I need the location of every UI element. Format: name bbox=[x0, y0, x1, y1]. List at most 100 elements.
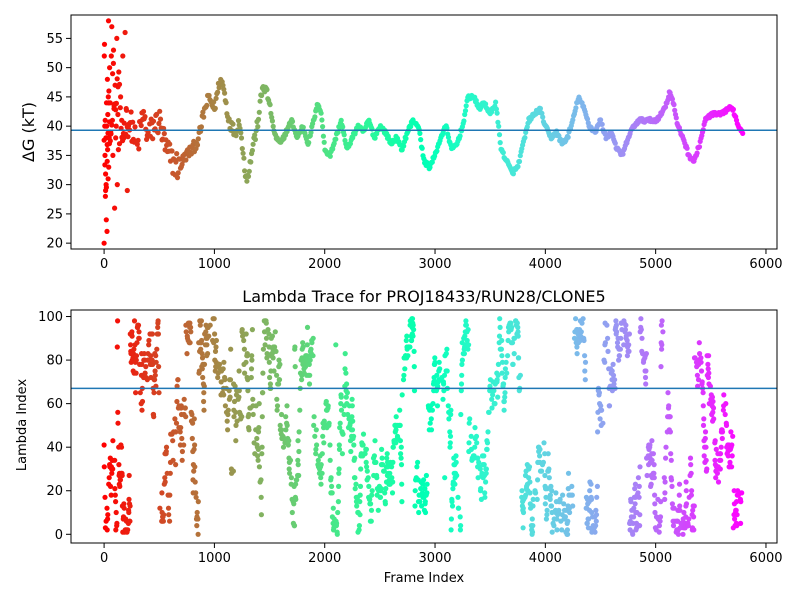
lambda-point bbox=[193, 494, 199, 500]
lambda-point bbox=[440, 396, 446, 402]
delta-g-point bbox=[573, 105, 579, 111]
lambda-point bbox=[609, 368, 615, 374]
lambda-point bbox=[450, 486, 456, 492]
lambda-point bbox=[700, 422, 707, 428]
lambda-point bbox=[114, 520, 120, 527]
delta-g-point bbox=[125, 123, 131, 129]
lambda-point bbox=[318, 481, 324, 487]
lambda-point bbox=[283, 414, 289, 420]
delta-g-point bbox=[239, 146, 245, 152]
lambda-point bbox=[350, 418, 356, 424]
y-tick-label: 45 bbox=[46, 90, 63, 105]
lambda-point bbox=[548, 503, 555, 509]
delta-g-point bbox=[155, 130, 161, 136]
delta-g-point bbox=[103, 100, 110, 106]
lambda-point bbox=[455, 494, 461, 500]
lambda-point bbox=[152, 368, 158, 374]
delta-g-point bbox=[694, 150, 700, 156]
lambda-point bbox=[288, 475, 294, 481]
delta-g-point bbox=[103, 187, 109, 194]
delta-g-point bbox=[156, 120, 162, 127]
delta-g-point bbox=[138, 122, 144, 129]
lambda-point bbox=[390, 479, 396, 485]
lambda-point bbox=[680, 531, 686, 537]
lambda-panel: Lambda Trace for PROJ18433/RUN28/CLONE5 … bbox=[15, 287, 783, 586]
lambda-point bbox=[418, 486, 424, 492]
lambda-point bbox=[357, 492, 363, 498]
lambda-point bbox=[311, 414, 317, 420]
lambda-point bbox=[429, 407, 435, 413]
lambda-point bbox=[574, 351, 580, 357]
lambda-point bbox=[514, 320, 520, 326]
lambda-point bbox=[384, 451, 390, 457]
lambda-point bbox=[297, 407, 303, 413]
lambda-point bbox=[155, 324, 161, 330]
lambda-point bbox=[148, 353, 154, 359]
delta-g-point bbox=[417, 130, 423, 136]
delta-g-point bbox=[174, 175, 181, 181]
lambda-point bbox=[599, 407, 605, 413]
lambda-point bbox=[410, 322, 416, 328]
lambda-point bbox=[554, 516, 560, 522]
lambda-point bbox=[339, 451, 345, 457]
lambda-point bbox=[659, 318, 665, 324]
delta-g-point bbox=[565, 134, 571, 140]
lambda-point bbox=[405, 353, 411, 359]
lambda-point bbox=[259, 444, 265, 450]
lambda-point bbox=[579, 320, 585, 326]
lambda-point bbox=[423, 472, 429, 479]
lambda-point bbox=[133, 357, 139, 363]
delta-g-point bbox=[584, 116, 591, 122]
lambda-point bbox=[139, 398, 146, 405]
lambda-point bbox=[666, 403, 672, 409]
lambda-point bbox=[114, 344, 120, 350]
y-tick-label: 35 bbox=[46, 149, 63, 164]
lambda-point bbox=[286, 466, 292, 472]
lambda-point bbox=[173, 462, 179, 468]
lambda-point bbox=[276, 381, 282, 387]
lambda-point bbox=[517, 372, 524, 378]
lambda-point bbox=[393, 414, 399, 420]
lambda-point bbox=[643, 381, 649, 387]
delta-g-point bbox=[106, 164, 112, 170]
lambda-point bbox=[304, 353, 310, 359]
lambda-point bbox=[201, 383, 207, 389]
lambda-point bbox=[658, 322, 665, 328]
lambda-point bbox=[151, 414, 157, 420]
lambda-point bbox=[280, 444, 287, 450]
lambda-point bbox=[112, 457, 118, 463]
lambda-point bbox=[194, 523, 200, 529]
lambda-point bbox=[703, 457, 709, 463]
lambda-point bbox=[312, 433, 318, 439]
lambda-point bbox=[340, 431, 346, 437]
y-tick-label: 25 bbox=[46, 207, 63, 222]
lambda-point bbox=[127, 518, 133, 524]
lambda-point bbox=[648, 481, 654, 487]
lambda-point bbox=[713, 446, 719, 452]
delta-g-point bbox=[128, 109, 134, 115]
delta-g-point bbox=[101, 53, 107, 59]
lambda-point bbox=[415, 459, 421, 465]
lambda-point bbox=[598, 403, 604, 409]
lambda-point bbox=[719, 435, 725, 442]
lambda-point bbox=[159, 490, 165, 496]
lambda-point bbox=[352, 475, 358, 481]
lambda-point bbox=[131, 318, 138, 324]
lambda-point bbox=[424, 490, 430, 496]
lambda-point bbox=[342, 351, 348, 357]
lambda-point bbox=[264, 355, 270, 361]
delta-g-point bbox=[103, 217, 109, 223]
lambda-point bbox=[688, 462, 694, 468]
lambda-point bbox=[141, 351, 147, 357]
lambda-point bbox=[383, 486, 389, 492]
lambda-point bbox=[434, 403, 441, 409]
lambda-point bbox=[389, 464, 395, 470]
lambda-point bbox=[465, 327, 471, 333]
lambda-point bbox=[102, 494, 108, 500]
lambda-point bbox=[529, 529, 536, 535]
lambda-point bbox=[314, 442, 320, 448]
lambda-point bbox=[299, 377, 305, 383]
lambda-point bbox=[477, 466, 483, 472]
lambda-point bbox=[206, 333, 212, 339]
delta-g-point bbox=[270, 123, 276, 129]
